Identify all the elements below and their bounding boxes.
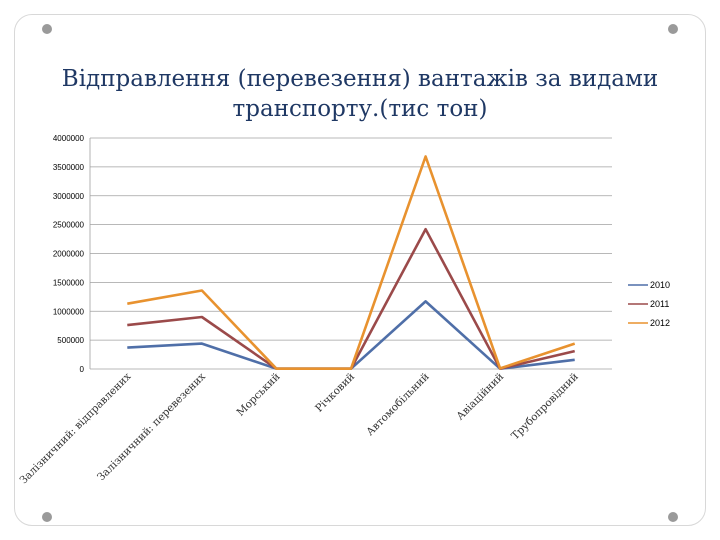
frame-dot-top-left bbox=[42, 24, 52, 34]
slide-frame bbox=[14, 14, 706, 526]
legend-label-2012: 2012 bbox=[650, 318, 670, 328]
frame-dot-top-right bbox=[668, 24, 678, 34]
x-tick-label: Автомобільний bbox=[364, 371, 432, 439]
slide-title: Відправлення (перевезення) вантажів за в… bbox=[61, 66, 659, 122]
y-tick-label: 1000000 bbox=[53, 307, 85, 316]
y-tick-label: 0 bbox=[80, 365, 85, 374]
y-tick-label: 500000 bbox=[57, 336, 84, 345]
legend-label-2010: 2010 bbox=[650, 280, 670, 290]
y-tick-label: 3000000 bbox=[53, 192, 85, 201]
y-tick-label: 3500000 bbox=[53, 163, 85, 172]
x-tick-label: Авіаційний bbox=[454, 371, 506, 423]
x-tick-label: Морський bbox=[234, 371, 282, 419]
legend-label-2011: 2011 bbox=[650, 299, 669, 309]
series-line-2012 bbox=[127, 155, 576, 371]
y-tick-label: 2000000 bbox=[53, 250, 85, 259]
y-tick-label: 1500000 bbox=[53, 278, 85, 287]
frame-dot-bottom-left bbox=[42, 512, 52, 522]
frame-dot-bottom-right bbox=[668, 512, 678, 522]
y-tick-label: 2500000 bbox=[53, 221, 85, 230]
y-tick-label: 4000000 bbox=[53, 134, 85, 143]
series-line-2011 bbox=[127, 227, 575, 371]
x-tick-label: Річковий bbox=[313, 371, 357, 415]
x-tick-label: Трубопровідний bbox=[509, 371, 581, 443]
